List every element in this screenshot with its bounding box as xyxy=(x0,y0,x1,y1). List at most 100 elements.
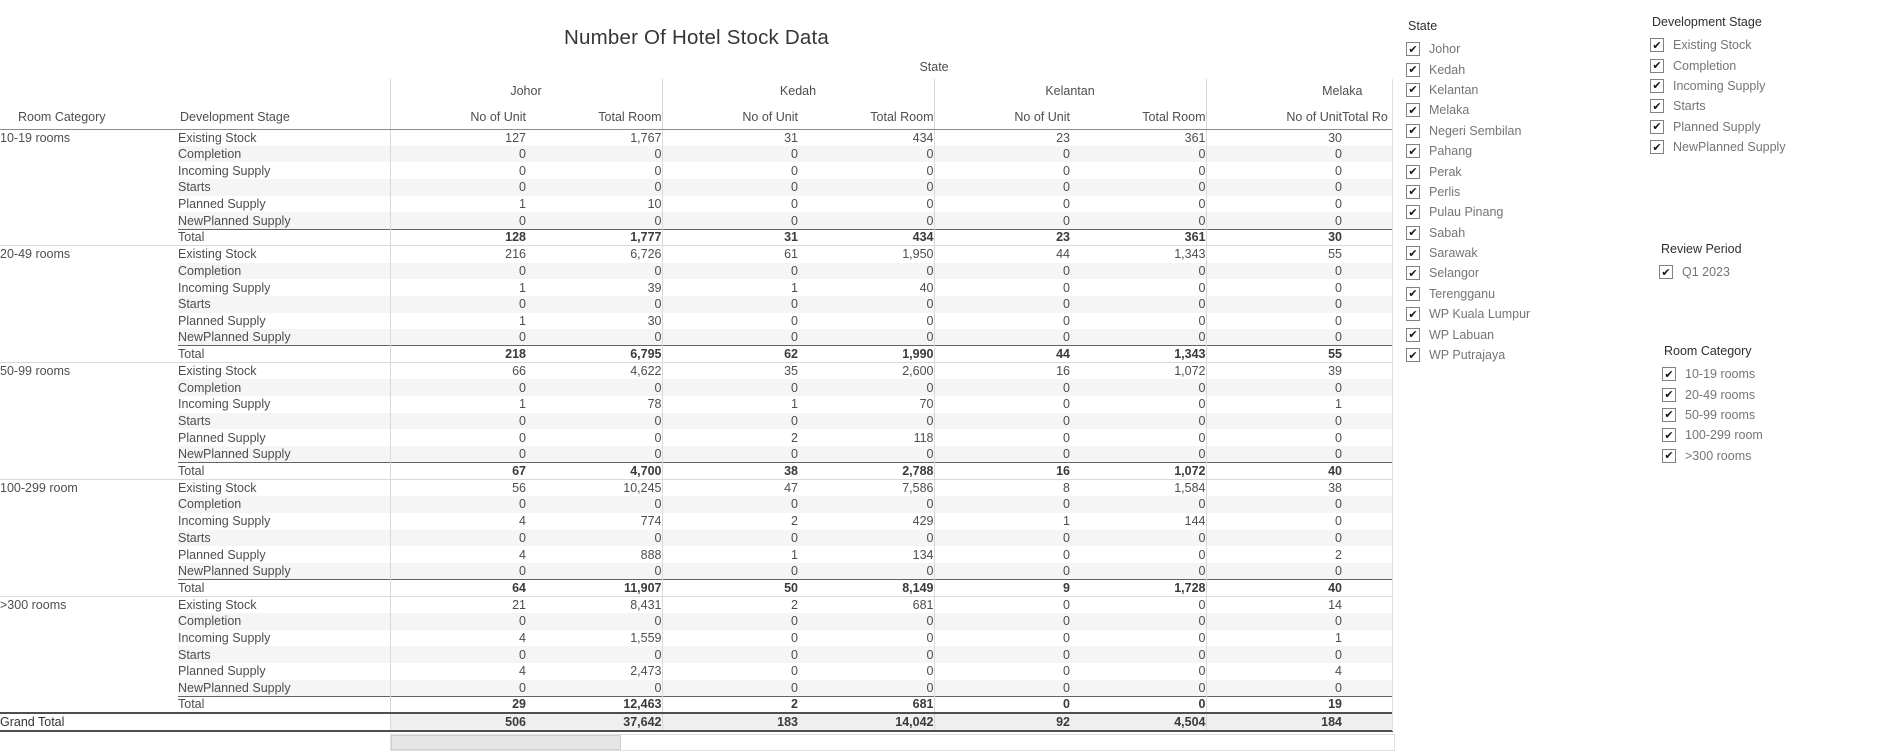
value-cell: 0 xyxy=(1070,529,1206,547)
filter-item-label[interactable]: >300 rooms xyxy=(1685,448,1752,463)
checkbox[interactable]: ✔ xyxy=(1650,119,1664,134)
checkbox[interactable]: ✔ xyxy=(1406,82,1420,97)
checkbox[interactable]: ✔ xyxy=(1406,327,1420,342)
filter-item-label[interactable]: Terengganu xyxy=(1429,286,1496,301)
filter-item-label[interactable]: Johor xyxy=(1429,42,1461,57)
filter-item-label[interactable]: Planned Supply xyxy=(1673,119,1761,134)
filter-item-label[interactable]: WP Putrajaya xyxy=(1429,348,1506,363)
filter-item-label[interactable]: NewPlanned Supply xyxy=(1673,140,1786,155)
checkbox[interactable]: ✔ xyxy=(1662,367,1676,382)
value-cell: 70 xyxy=(919,397,934,412)
filter-item-label[interactable]: 100-299 room xyxy=(1685,428,1763,443)
value-cell-clipped xyxy=(1342,579,1393,597)
stage-label: Incoming Supply xyxy=(178,630,271,645)
table-row: Starts 0 0 0 0 0 0 0 xyxy=(0,295,1393,313)
value-cell: 0 xyxy=(526,329,662,346)
checkbox[interactable]: ✔ xyxy=(1406,348,1420,363)
filter-item-label[interactable]: WP Kuala Lumpur xyxy=(1429,307,1531,322)
value-cell: 1 xyxy=(661,279,798,296)
checkbox[interactable]: ✔ xyxy=(1406,42,1420,57)
value-cell: 0 xyxy=(1070,329,1206,346)
filter-item-label[interactable]: Completion xyxy=(1673,58,1737,73)
value-cell: 2,473 xyxy=(630,664,662,679)
value-cell: 0 xyxy=(926,664,934,679)
stage-label: Completion xyxy=(178,379,390,396)
row-category-label: 100-299 room xyxy=(0,479,178,497)
value-cell: 361 xyxy=(1070,228,1206,247)
filter-item-label[interactable]: Incoming Supply xyxy=(1673,78,1766,93)
table-row: Planned Supply 4 888 1 134 0 0 2 xyxy=(0,546,1393,563)
horizontal-scrollbar-thumb[interactable] xyxy=(391,735,621,750)
filter-list-state: ✔ Johor ✔ Kedah ✔ Kelantan ✔ Melaka ✔ Negeri Semb… xyxy=(1406,39,1530,365)
checkbox[interactable]: ✔ xyxy=(1406,164,1420,179)
table-row: NewPlanned Supply 0 0 0 0 0 0 0 xyxy=(0,212,1393,230)
checkbox[interactable]: ✔ xyxy=(1650,140,1664,155)
filter-item-label[interactable]: Sarawak xyxy=(1429,246,1478,261)
value-cell: 0 xyxy=(526,679,662,697)
value-cell: 55 xyxy=(1205,345,1342,364)
value-cell: 0 xyxy=(661,663,798,680)
filter-title: Development Stage xyxy=(1652,15,1762,29)
value-cell: 31 xyxy=(661,129,798,146)
value-cell: 0 xyxy=(798,179,934,196)
horizontal-scrollbar[interactable] xyxy=(390,734,1395,751)
checkbox[interactable]: ✔ xyxy=(1659,265,1673,280)
checkbox[interactable]: ✔ xyxy=(1650,58,1664,73)
checkbox[interactable]: ✔ xyxy=(1406,307,1420,322)
filter-item-label[interactable]: Negeri Sembilan xyxy=(1429,123,1522,138)
table-row: Planned Supply 1 10 0 0 0 0 0 xyxy=(0,195,1393,213)
filter-item-label[interactable]: Pulau Pinang xyxy=(1429,205,1504,220)
row-category-label xyxy=(0,629,178,647)
filter-item-label[interactable]: Starts xyxy=(1673,99,1706,114)
value-cell: 0 xyxy=(1198,313,1206,328)
checkbox[interactable]: ✔ xyxy=(1650,78,1664,93)
checkbox[interactable]: ✔ xyxy=(1650,38,1664,53)
checkbox[interactable]: ✔ xyxy=(1406,184,1420,199)
checkbox[interactable]: ✔ xyxy=(1406,225,1420,240)
checkbox[interactable]: ✔ xyxy=(1406,62,1420,77)
checkbox[interactable]: ✔ xyxy=(1650,99,1664,114)
filter-item-label[interactable]: 10-19 rooms xyxy=(1685,367,1756,382)
filter-item-label[interactable]: Perak xyxy=(1429,164,1462,179)
filter-item: ✔ Q1 2023 xyxy=(1659,262,1742,282)
checkbox[interactable]: ✔ xyxy=(1406,286,1420,301)
value-cell: 62 xyxy=(661,345,798,364)
value-cell: 0 xyxy=(933,279,1070,296)
checkbox[interactable]: ✔ xyxy=(1406,266,1420,281)
value-cell: 8,431 xyxy=(630,597,662,612)
value-cell: 0 xyxy=(1070,179,1206,196)
checkbox[interactable]: ✔ xyxy=(1662,428,1676,443)
filter-item-label[interactable]: Pahang xyxy=(1429,144,1473,159)
checkbox[interactable]: ✔ xyxy=(1662,407,1676,422)
filter-item-label[interactable]: WP Labuan xyxy=(1429,327,1495,342)
checkbox[interactable]: ✔ xyxy=(1662,448,1676,463)
filter-item-label[interactable]: Selangor xyxy=(1429,266,1480,281)
value-cell: 0 xyxy=(526,179,662,196)
table-row: Incoming Supply 1 78 1 70 0 0 1 xyxy=(0,396,1393,413)
value-cell: 0 xyxy=(933,312,1070,330)
checkbox[interactable]: ✔ xyxy=(1406,246,1420,261)
value-cell: 12,463 xyxy=(526,695,662,714)
filter-item-label[interactable]: 50-99 rooms xyxy=(1685,407,1756,422)
value-cell: 681 xyxy=(912,597,934,612)
checkbox[interactable]: ✔ xyxy=(1406,205,1420,220)
filter-item-label[interactable]: Perlis xyxy=(1429,184,1461,199)
filter-item-label[interactable]: 20-49 rooms xyxy=(1685,387,1756,402)
filter-item-label[interactable]: Kelantan xyxy=(1429,82,1479,97)
row-category-label xyxy=(0,496,178,513)
filter-item-label[interactable]: Q1 2023 xyxy=(1682,265,1730,280)
filter-item-label[interactable]: Sabah xyxy=(1429,225,1466,240)
value-cell: 0 xyxy=(1198,630,1206,645)
value-cell: 0 xyxy=(661,212,798,230)
filter-item-label[interactable]: Kedah xyxy=(1429,62,1466,77)
filter-item-label[interactable]: Melaka xyxy=(1429,103,1470,118)
checkbox[interactable]: ✔ xyxy=(1406,103,1420,118)
table-row: Completion 0 0 0 0 0 0 0 xyxy=(0,379,1393,396)
filter-item-label[interactable]: Existing Stock xyxy=(1673,38,1752,53)
checkbox[interactable]: ✔ xyxy=(1406,144,1420,159)
filter-item: ✔ WP Putrajaya xyxy=(1406,345,1530,365)
checkbox[interactable]: ✔ xyxy=(1662,387,1676,402)
checkbox[interactable]: ✔ xyxy=(1406,123,1420,138)
value-cell: 2,600 xyxy=(902,364,934,379)
value-cell: 0 xyxy=(661,529,798,547)
